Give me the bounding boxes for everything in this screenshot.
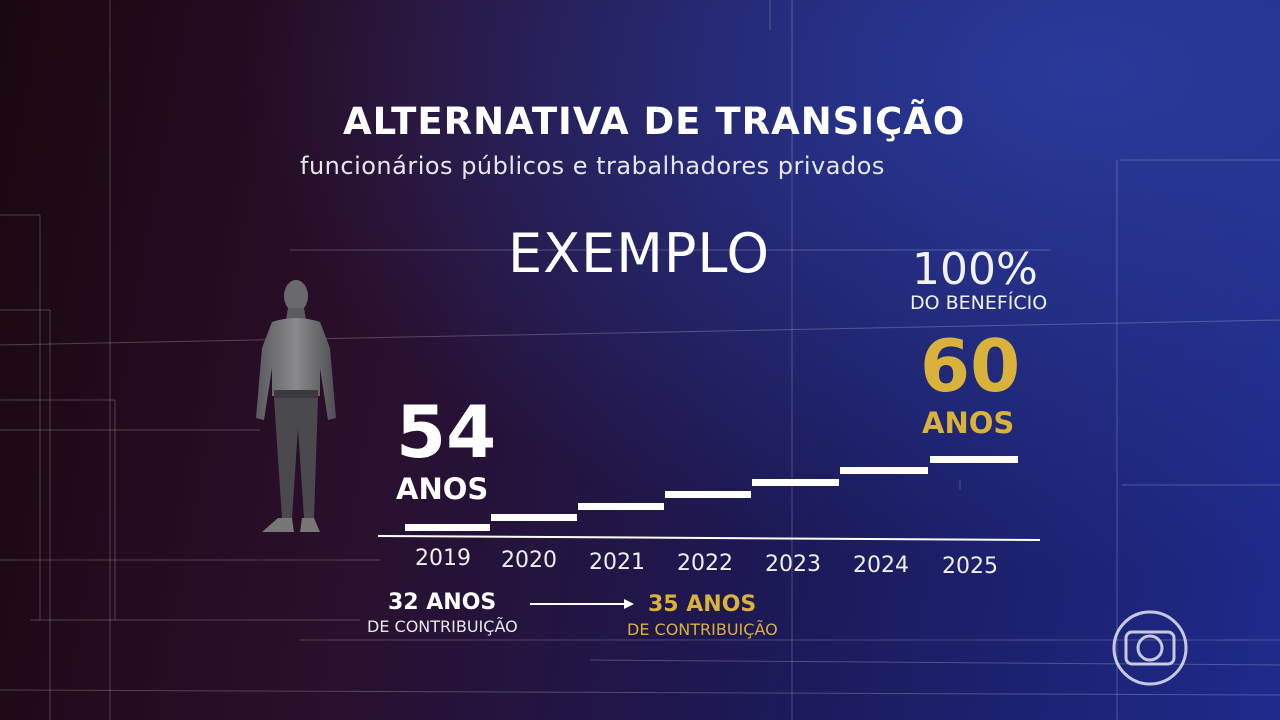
page-subtitle: funcionários públicos e trabalhadores pr… (300, 152, 885, 180)
year-label: 2022 (677, 551, 733, 576)
globo-logo-icon (1112, 610, 1188, 686)
page-title: ALTERNATIVA DE TRANSIÇÃO (343, 100, 966, 143)
step-2025 (930, 456, 1018, 463)
year-label: 2024 (853, 553, 909, 578)
step-2020 (491, 514, 577, 521)
target-age-value: 60 (920, 324, 1021, 408)
step-2024 (840, 467, 928, 474)
step-2023 (752, 479, 839, 486)
current-contribution-value: 32 ANOS (388, 590, 497, 615)
start-age-label: ANOS (396, 472, 489, 506)
year-label: 2020 (501, 548, 557, 573)
example-label: EXEMPLO (508, 222, 771, 285)
person-silhouette-icon (256, 280, 336, 532)
current-contribution-label: DE CONTRIBUIÇÃO (367, 617, 518, 636)
target-contribution-value: 35 ANOS (648, 592, 757, 617)
year-label: 2025 (942, 554, 998, 579)
target-contribution-label: DE CONTRIBUIÇÃO (627, 620, 778, 639)
benefit-percent: 100% (912, 244, 1038, 295)
year-label: 2023 (765, 552, 821, 577)
start-age-value: 54 (396, 390, 497, 474)
step-2021 (578, 503, 664, 510)
baseline (377, 535, 1041, 541)
year-label: 2021 (589, 550, 645, 575)
target-age-label: ANOS (922, 406, 1015, 440)
benefit-label: DO BENEFÍCIO (910, 292, 1048, 314)
step-2019 (405, 524, 490, 531)
year-label: 2019 (415, 546, 471, 571)
step-2022 (665, 491, 751, 498)
arrow-right-icon (530, 599, 634, 609)
